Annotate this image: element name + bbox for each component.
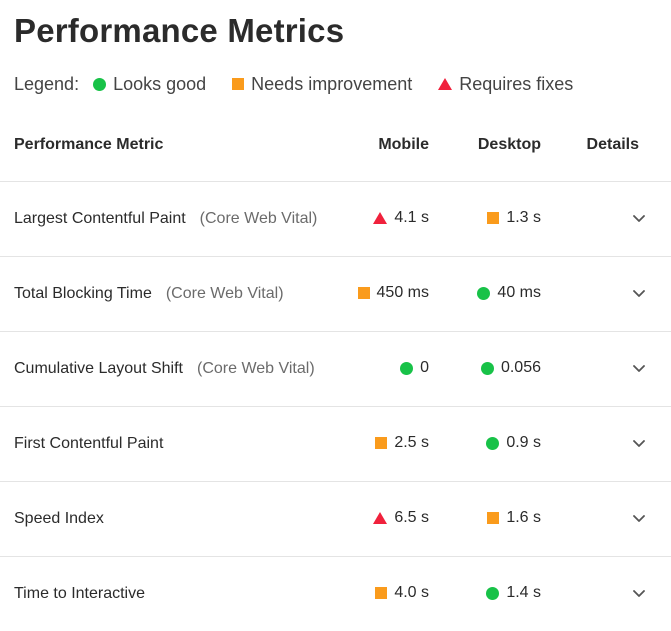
mobile-value-text: 0	[420, 359, 429, 376]
circle-icon	[400, 361, 414, 375]
mobile-value-text: 4.1 s	[394, 209, 429, 226]
mobile-value: 450 ms	[357, 284, 429, 302]
desktop-value-text: 1.6 s	[506, 509, 541, 526]
mobile-value: 4.1 s	[373, 209, 429, 227]
column-header-details: Details	[586, 136, 639, 153]
square-icon	[375, 587, 388, 599]
square-icon	[232, 78, 245, 90]
column-header-metric: Performance Metric	[14, 136, 164, 153]
column-header-mobile: Mobile	[378, 136, 429, 153]
chevron-down-icon[interactable]	[631, 509, 647, 529]
table-row[interactable]: Speed Index 6.5 s 1.6 s	[0, 481, 671, 556]
square-icon	[357, 287, 370, 299]
mobile-value: 2.5 s	[375, 434, 429, 452]
column-header-desktop: Desktop	[477, 136, 541, 153]
legend-label: Requires fixes	[459, 73, 574, 94]
table-row[interactable]: Time to Interactive 4.0 s 1.4 s	[0, 556, 671, 631]
metric-label: Largest Contentful Paint	[14, 210, 186, 227]
desktop-value: 40 ms	[477, 284, 541, 302]
desktop-value: 0.9 s	[486, 434, 541, 452]
table-row[interactable]: First Contentful Paint 2.5 s 0.9 s	[0, 406, 671, 481]
metric-name: Cumulative Layout Shift (Core Web Vital)	[14, 360, 315, 378]
desktop-value-text: 0.9 s	[506, 434, 541, 451]
triangle-icon	[438, 78, 453, 90]
square-icon	[487, 512, 500, 524]
metric-name: Largest Contentful Paint (Core Web Vital)	[14, 210, 317, 228]
desktop-value-text: 40 ms	[497, 284, 541, 301]
square-icon	[375, 437, 388, 449]
triangle-icon	[373, 512, 388, 524]
circle-icon	[477, 286, 491, 300]
chevron-down-icon[interactable]	[631, 209, 647, 229]
metric-name: First Contentful Paint	[14, 435, 163, 453]
legend-label: Needs improvement	[251, 73, 413, 94]
table-row[interactable]: Largest Contentful Paint (Core Web Vital)…	[0, 181, 671, 256]
chevron-down-icon[interactable]	[631, 584, 647, 604]
chevron-down-icon[interactable]	[631, 284, 647, 304]
desktop-value: 1.4 s	[486, 584, 541, 602]
desktop-value-text: 0.056	[500, 359, 541, 376]
circle-icon	[486, 436, 500, 450]
mobile-value-text: 2.5 s	[394, 434, 429, 451]
metric-name: Time to Interactive	[14, 585, 145, 603]
legend-item-needs-improvement: Needs improvement	[232, 74, 412, 95]
desktop-value: 1.3 s	[487, 209, 541, 227]
core-web-vital-tag: (Core Web Vital)	[165, 285, 284, 302]
legend-title: Legend:	[14, 73, 80, 94]
table-header: Performance Metric Mobile Desktop Detail…	[0, 124, 671, 166]
metric-label: Time to Interactive	[14, 585, 146, 602]
circle-icon	[486, 586, 500, 600]
metric-label: Cumulative Layout Shift	[14, 360, 183, 377]
circle-icon	[480, 361, 494, 375]
legend: Legend: Looks good Needs improvement Req…	[14, 72, 599, 96]
metric-name: Speed Index	[14, 510, 104, 528]
mobile-value-text: 450 ms	[376, 284, 429, 301]
legend-item-requires-fixes: Requires fixes	[438, 74, 573, 95]
core-web-vital-tag: (Core Web Vital)	[196, 360, 315, 377]
legend-item-good: Looks good	[93, 74, 206, 95]
metric-label: Speed Index	[14, 510, 104, 527]
mobile-value: 6.5 s	[373, 509, 429, 527]
metric-label: First Contentful Paint	[14, 435, 164, 452]
mobile-value-text: 4.0 s	[394, 584, 429, 601]
triangle-icon	[373, 212, 388, 224]
table-row[interactable]: Cumulative Layout Shift (Core Web Vital) 0…	[0, 331, 671, 406]
square-icon	[487, 212, 500, 224]
mobile-value-text: 6.5 s	[394, 509, 429, 526]
desktop-value: 0.056	[480, 359, 541, 377]
metrics-table: Largest Contentful Paint (Core Web Vital)…	[0, 181, 671, 631]
page-title: Performance Metrics	[14, 12, 345, 49]
circle-icon	[93, 77, 107, 91]
mobile-value: 0	[400, 359, 429, 377]
desktop-value-text: 1.3 s	[506, 209, 541, 226]
chevron-down-icon[interactable]	[631, 434, 647, 454]
metric-label: Total Blocking Time	[14, 285, 152, 302]
mobile-value: 4.0 s	[375, 584, 429, 602]
desktop-value-text: 1.4 s	[506, 584, 541, 601]
desktop-value: 1.6 s	[487, 509, 541, 527]
metric-name: Total Blocking Time (Core Web Vital)	[14, 285, 284, 303]
legend-label: Looks good	[113, 73, 207, 94]
core-web-vital-tag: (Core Web Vital)	[199, 210, 318, 227]
table-row[interactable]: Total Blocking Time (Core Web Vital) 450 m…	[0, 256, 671, 331]
chevron-down-icon[interactable]	[631, 359, 647, 379]
